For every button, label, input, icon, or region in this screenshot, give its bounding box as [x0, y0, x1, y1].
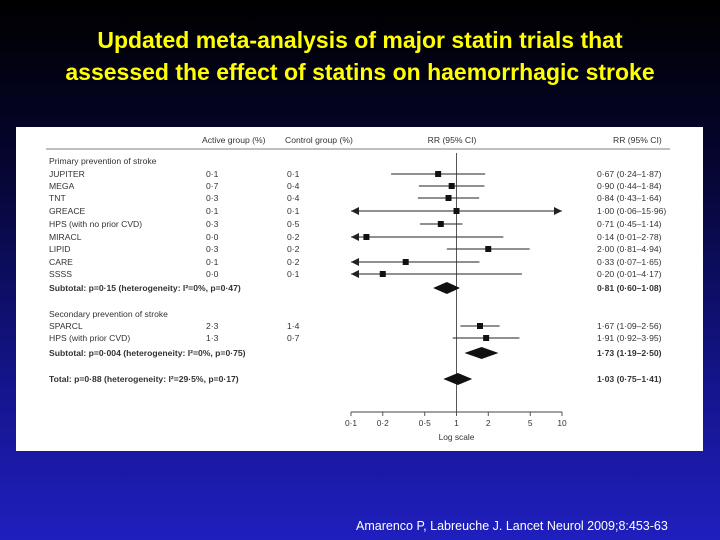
- forest-plot: Active group (%) Control group (%) RR (95%…: [46, 135, 670, 442]
- x-tick-label: 1: [454, 418, 459, 428]
- subtotal-label: Subtotal: p=0·15 (heterogeneity: I²=0%, …: [49, 283, 241, 293]
- active-value: 0·1: [206, 206, 219, 216]
- control-value: 0·2: [287, 257, 300, 267]
- control-value: 0·1: [287, 269, 300, 279]
- subtotal-diamond: [464, 347, 499, 359]
- point-estimate: [483, 335, 490, 341]
- control-value: 0·4: [287, 193, 300, 203]
- ci-arrow-left: [351, 207, 359, 215]
- ci-arrow-left: [351, 270, 359, 278]
- study-label: LIPID: [49, 244, 71, 254]
- control-value: 0·2: [287, 232, 300, 242]
- active-value: 0·1: [206, 257, 219, 267]
- ci-arrow-right: [554, 207, 562, 215]
- rr-ci-text: 1·00 (0·06–15·96): [597, 206, 666, 216]
- point-estimate: [476, 323, 483, 329]
- subtotal-rr-text: 1·73 (1·19–2·50): [597, 348, 662, 358]
- point-estimate: [379, 271, 386, 277]
- point-estimate: [435, 171, 442, 177]
- rr-ci-text: 0·84 (0·43–1·64): [597, 193, 662, 203]
- header-control-group: Control group (%): [285, 135, 353, 145]
- study-label: HPS (with no prior CVD): [49, 219, 142, 229]
- slide-title: Updated meta-analysis of major statin tr…: [0, 24, 720, 88]
- study-label: GREACE: [49, 206, 86, 216]
- control-value: 0·5: [287, 219, 300, 229]
- rr-ci-text: 0·67 (0·24–1·87): [597, 169, 662, 179]
- subtotal-rr-text: 0·81 (0·60–1·08): [597, 283, 662, 293]
- active-value: 0·0: [206, 232, 219, 242]
- header-rr-text: RR (95% CI): [613, 135, 662, 145]
- point-estimate: [448, 183, 455, 189]
- citation: Amarenco P, Labreuche J. Lancet Neurol 2…: [356, 519, 668, 533]
- control-value: 0·1: [287, 169, 300, 179]
- total-diamond: [443, 373, 473, 385]
- rr-ci-text: 0·71 (0·45–1·14): [597, 219, 662, 229]
- control-value: 0·7: [287, 333, 300, 343]
- slide-title-line-2: assessed the effect of statins on haemor…: [65, 59, 655, 85]
- study-label: MIRACL: [49, 232, 82, 242]
- point-estimate: [453, 208, 460, 214]
- point-estimate: [445, 195, 452, 201]
- x-tick-label: 2: [486, 418, 491, 428]
- active-value: 1·3: [206, 333, 219, 343]
- rr-ci-text: 0·33 (0·07–1·65): [597, 257, 662, 267]
- section-label: Primary prevention of stroke: [49, 156, 157, 166]
- study-label: SSSS: [49, 269, 72, 279]
- active-value: 0·7: [206, 181, 219, 191]
- point-estimate: [363, 234, 370, 240]
- control-value: 0·4: [287, 181, 300, 191]
- study-label: JUPITER: [49, 169, 85, 179]
- ci-arrow-left: [351, 258, 359, 266]
- subtotal-label: Subtotal: p=0·004 (heterogeneity: I²=0%,…: [49, 348, 246, 358]
- rr-ci-text: 0·14 (0·01–2·78): [597, 232, 662, 242]
- active-value: 0·3: [206, 193, 219, 203]
- x-tick-label: 5: [528, 418, 533, 428]
- header-rr-plot: RR (95% CI): [428, 135, 477, 145]
- subtotal-diamond: [433, 282, 461, 294]
- study-label: HPS (with prior CVD): [49, 333, 130, 343]
- active-value: 2·3: [206, 321, 219, 331]
- rr-ci-text: 0·20 (0·01–4·17): [597, 269, 662, 279]
- point-estimate: [402, 259, 409, 265]
- point-estimate: [485, 246, 492, 252]
- total-rr-text: 1·03 (0·75–1·41): [597, 374, 662, 384]
- section-label: Secondary prevention of stroke: [49, 309, 168, 319]
- study-label: CARE: [49, 257, 73, 267]
- x-tick-label: 0·5: [419, 418, 431, 428]
- rr-ci-text: 1·67 (1·09–2·56): [597, 321, 662, 331]
- rr-ci-text: 2·00 (0·81–4·94): [597, 244, 662, 254]
- control-value: 0·2: [287, 244, 300, 254]
- control-value: 0·1: [287, 206, 300, 216]
- control-value: 1·4: [287, 321, 300, 331]
- active-value: 0·3: [206, 219, 219, 229]
- study-label: TNT: [49, 193, 66, 203]
- x-tick-label: 0·1: [345, 418, 357, 428]
- active-value: 0·1: [206, 169, 219, 179]
- x-tick-label: 10: [557, 418, 567, 428]
- active-value: 0·0: [206, 269, 219, 279]
- slide-title-line-1: Updated meta-analysis of major statin tr…: [97, 27, 623, 53]
- rr-ci-text: 1·91 (0·92–3·95): [597, 333, 662, 343]
- ci-arrow-left: [351, 233, 359, 241]
- x-axis-label: Log scale: [439, 432, 475, 442]
- header-active-group: Active group (%): [202, 135, 266, 145]
- active-value: 0·3: [206, 244, 219, 254]
- total-label: Total: p=0·88 (heterogeneity: I²=29·5%, …: [49, 374, 239, 384]
- rr-ci-text: 0·90 (0·44–1·84): [597, 181, 662, 191]
- point-estimate: [437, 221, 444, 227]
- x-tick-label: 0·2: [377, 418, 389, 428]
- study-label: SPARCL: [49, 321, 83, 331]
- study-label: MEGA: [49, 181, 75, 191]
- forest-plot-panel: Active group (%) Control group (%) RR (95%…: [16, 127, 703, 451]
